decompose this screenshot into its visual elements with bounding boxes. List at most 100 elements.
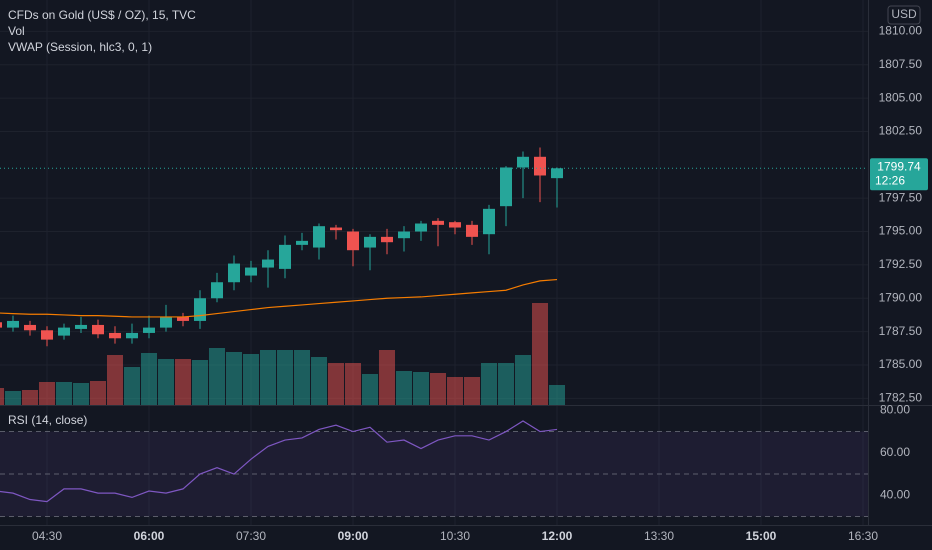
y-tick-label: 1782.50 [879,390,923,404]
candle-body [143,327,155,333]
candle-body [41,330,53,340]
volume-bar [175,359,191,405]
plot [0,147,565,503]
y-tick-label: 1807.50 [879,57,923,71]
volume-bar [379,350,395,405]
rsi-label: RSI (14, close) [8,413,87,427]
candle-body [381,236,393,243]
candle-body [364,236,376,248]
volume-bar [532,303,548,405]
x-tick-label: 04:30 [32,529,62,543]
volume-bar [243,354,259,405]
candle-body [517,156,529,168]
candle-body [245,267,257,276]
volume-bar [277,350,293,405]
x-tick-label: 10:30 [440,529,470,543]
volume-bar [260,350,276,405]
candle-body [0,322,2,328]
candle-body [279,244,291,269]
candle-body [126,332,138,339]
candle-body [415,223,427,232]
x-tick-label: 16:30 [848,529,878,543]
countdown: 12:26 [875,173,905,187]
candle-body [449,222,461,228]
rsi-tick-label: 80.00 [880,402,910,416]
x-tick-label: 06:00 [134,529,165,543]
volume-bar [141,353,157,405]
x-tick-label: 13:30 [644,529,674,543]
vwap-line [0,278,558,318]
x-tick-label: 07:30 [236,529,266,543]
symbol-title: CFDs on Gold (US$ / OZ), 15, TVC [8,8,196,22]
volume-bar [447,377,463,405]
y-tick-label: 1810.00 [879,24,923,38]
candle-body [92,324,104,335]
y-tick-label: 1805.00 [879,90,923,104]
volume-bar [311,357,327,405]
candle-body [109,332,121,339]
volume-bar [430,373,446,405]
x-tick-label: 09:00 [338,529,369,543]
volume-bar [90,381,106,405]
volume-bar [73,383,89,405]
candle-body [177,316,189,321]
rsi-line [0,420,558,503]
volume-bar [107,355,123,405]
x-tick-label: 12:00 [542,529,573,543]
candle-body [466,224,478,237]
x-tick-label: 15:00 [746,529,777,543]
volume-bar [124,367,140,405]
volume-bar [498,363,514,405]
y-tick-label: 1790.00 [879,290,923,304]
candle-body [347,231,359,251]
candle-body [330,227,342,231]
rsi-tick-label: 60.00 [880,445,910,459]
rsi-tick-label: 40.00 [880,487,910,501]
volume-bar [5,391,21,405]
candle-body [296,240,308,245]
volume-bar [481,363,497,405]
volume-bar [226,352,242,405]
candle-body [432,220,444,225]
candle-body [7,320,19,328]
volume-bar [396,371,412,405]
y-tick-label: 1785.00 [879,357,923,371]
price-label-box [870,158,928,191]
currency[interactable]: USD [891,7,917,21]
y-tick-label: 1792.50 [879,257,923,271]
candle-body [483,208,495,235]
volume-bar [345,363,361,405]
candle-body [313,226,325,248]
candle-body [75,324,87,329]
y-tick-label: 1795.00 [879,224,923,238]
volume-bar [39,382,55,405]
volume-bar [192,360,208,405]
candle-body [24,324,36,331]
candle-body [534,156,546,176]
candle-body [262,259,274,268]
volume-bar [158,359,174,405]
candle-body [160,316,172,328]
volume-bar [413,372,429,405]
candle-body [228,263,240,283]
volume-bar [0,388,4,405]
currency-box[interactable] [887,5,921,25]
volume-bar [362,374,378,405]
candle-body [500,167,512,207]
candle-body [211,282,223,299]
y-tick-label: 1802.50 [879,124,923,138]
candle-body [58,327,70,336]
volume-bar [464,377,480,405]
candle-body [194,298,206,321]
y-tick-label: 1797.50 [879,190,923,204]
volume-bar [549,385,565,405]
volume-bar [22,390,38,405]
volume-bar [328,363,344,405]
volume-bar [515,355,531,405]
volume-bar [209,348,225,405]
volume-bar [294,350,310,405]
candle-body [551,168,563,179]
volume-label: Vol [8,24,25,38]
